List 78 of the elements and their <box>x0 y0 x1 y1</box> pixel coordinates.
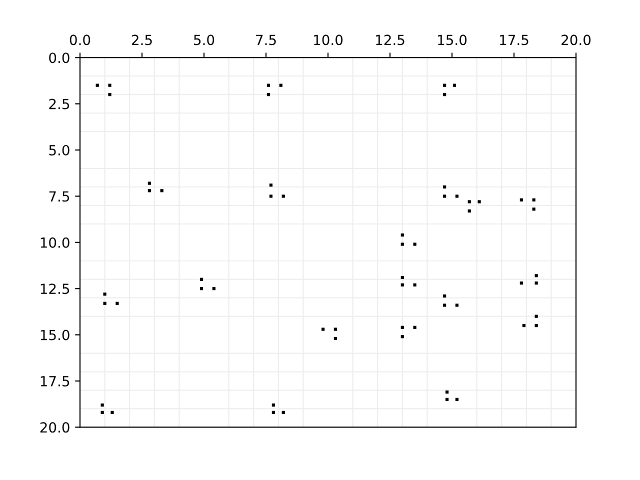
x-tick-label: 0.0 <box>70 34 90 46</box>
x-tick-label: 15.0 <box>438 34 467 46</box>
point <box>400 233 404 237</box>
point <box>266 84 270 87</box>
point <box>96 84 99 87</box>
point <box>443 93 446 96</box>
point <box>400 335 404 338</box>
y-tick-label: 15.0 <box>40 330 70 340</box>
x-tick-label: 10.0 <box>314 34 343 46</box>
x-tick-label: 2.5 <box>132 34 152 46</box>
point <box>532 208 536 211</box>
point <box>279 84 282 87</box>
point <box>534 274 538 278</box>
point <box>452 84 456 87</box>
point <box>455 398 459 402</box>
point <box>148 182 151 185</box>
point <box>266 93 270 96</box>
point <box>455 194 459 198</box>
y-tick-label: 12.5 <box>40 284 70 294</box>
x-tick-label: 7.5 <box>256 34 276 46</box>
point <box>413 326 416 329</box>
point <box>413 242 416 246</box>
y-tick-label: 0.0 <box>49 52 70 64</box>
point <box>272 403 275 407</box>
point <box>520 282 523 285</box>
point <box>200 287 204 290</box>
point <box>103 292 106 296</box>
point <box>400 326 404 329</box>
y-tick-label: 2.5 <box>49 98 70 110</box>
point <box>212 287 216 290</box>
point <box>443 185 446 189</box>
point <box>272 410 275 414</box>
point <box>520 198 523 202</box>
point <box>200 278 204 281</box>
point <box>116 302 119 305</box>
point <box>282 410 285 414</box>
point <box>443 84 446 87</box>
x-tick-label: 20.0 <box>562 34 591 46</box>
point <box>321 328 325 331</box>
point <box>532 198 536 202</box>
y-tick-label: 7.5 <box>49 191 70 202</box>
point <box>103 302 106 305</box>
point <box>160 189 164 192</box>
point <box>445 390 449 394</box>
point <box>269 184 273 187</box>
point <box>455 304 459 307</box>
point <box>282 194 285 198</box>
point <box>334 336 337 340</box>
point <box>108 84 112 87</box>
point <box>522 324 526 328</box>
point <box>110 410 114 414</box>
point <box>468 209 471 213</box>
y-tick-label: 10.0 <box>40 237 70 248</box>
point <box>413 283 416 286</box>
point <box>400 276 404 280</box>
point <box>478 200 481 204</box>
point <box>269 194 273 198</box>
point <box>148 189 151 192</box>
point <box>334 328 337 331</box>
point <box>400 242 404 246</box>
point <box>100 410 104 414</box>
x-tick-label: 5.0 <box>194 34 214 46</box>
point <box>400 283 404 286</box>
point <box>443 194 446 198</box>
point <box>108 93 112 96</box>
point <box>100 403 104 407</box>
point <box>534 314 538 318</box>
point <box>534 282 538 285</box>
point <box>468 200 471 204</box>
y-tick-label: 17.5 <box>40 376 70 386</box>
point <box>445 398 449 402</box>
point <box>443 304 446 307</box>
y-tick-label: 20.0 <box>40 422 70 433</box>
point <box>443 294 446 298</box>
point <box>534 324 538 328</box>
x-tick-label: 17.5 <box>500 34 528 46</box>
y-tick-label: 5.0 <box>49 144 70 156</box>
x-tick-label: 12.5 <box>376 34 404 46</box>
